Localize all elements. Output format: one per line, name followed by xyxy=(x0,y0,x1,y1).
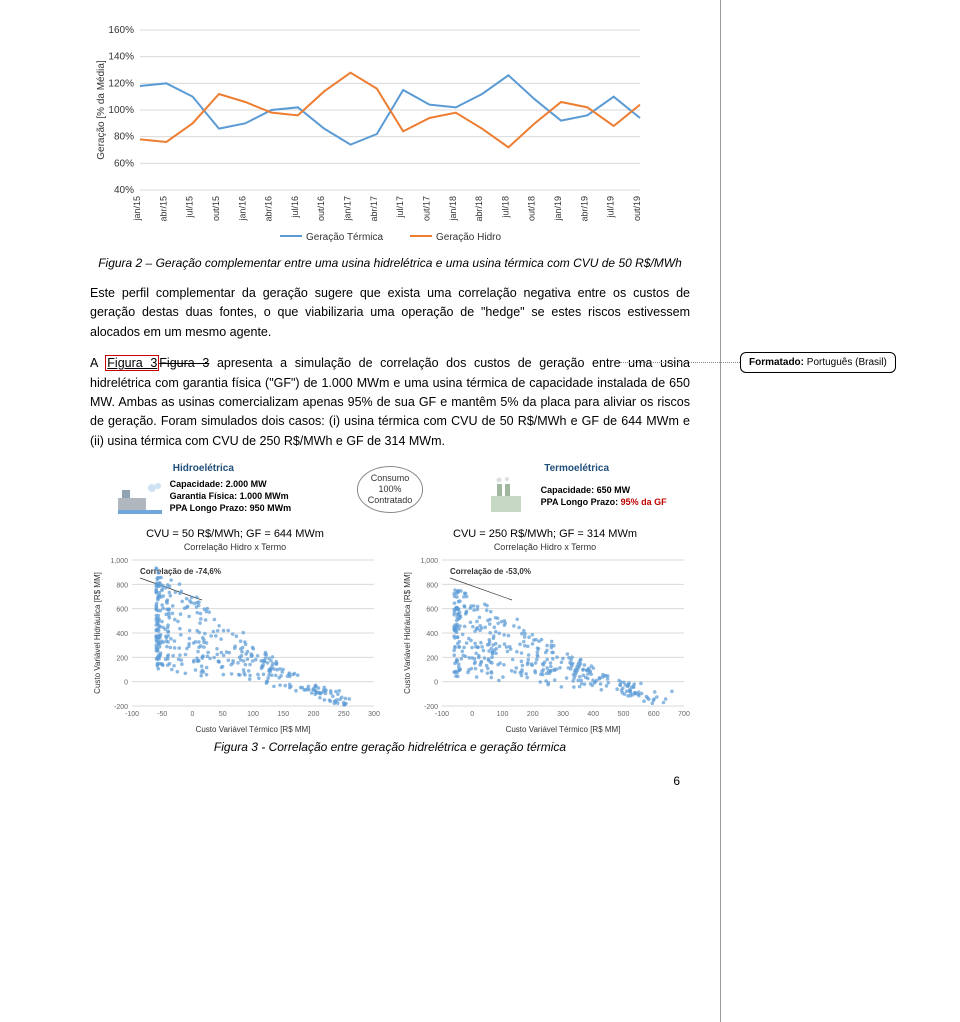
svg-text:Custo Variável Térmico [R$ MM]: Custo Variável Térmico [R$ MM] xyxy=(196,725,311,734)
svg-text:400: 400 xyxy=(116,631,128,638)
figure3-crossref[interactable]: Figura 3 xyxy=(105,355,159,371)
svg-text:-100: -100 xyxy=(435,711,449,718)
plant-infographic: Hidroelétrica Capacidade: 2.000 MW Garan… xyxy=(90,463,690,516)
svg-text:800: 800 xyxy=(116,582,128,589)
margin-divider xyxy=(720,0,721,1022)
svg-text:abr/15: abr/15 xyxy=(158,196,168,222)
svg-text:40%: 40% xyxy=(114,185,134,196)
svg-text:100%: 100% xyxy=(108,105,134,116)
svg-text:100: 100 xyxy=(497,711,509,718)
svg-text:out/17: out/17 xyxy=(421,196,431,221)
scatter-right-subtitle: CVU = 250 R$/MWh; GF = 314 MWm xyxy=(400,528,690,540)
svg-text:200: 200 xyxy=(116,655,128,662)
svg-text:400: 400 xyxy=(426,631,438,638)
svg-text:out/15: out/15 xyxy=(211,196,221,221)
svg-text:800: 800 xyxy=(426,582,438,589)
svg-text:250: 250 xyxy=(338,711,350,718)
paragraph-2: A Figura 3Figura 3 apresenta a simulação… xyxy=(90,354,690,451)
svg-text:jan/18: jan/18 xyxy=(448,196,458,222)
svg-text:1,000: 1,000 xyxy=(420,558,438,565)
figure2-caption: Figura 2 – Geração complementar entre um… xyxy=(90,256,690,270)
svg-text:0: 0 xyxy=(434,680,438,687)
svg-text:0: 0 xyxy=(124,680,128,687)
svg-text:out/19: out/19 xyxy=(632,196,642,221)
hydro-title: Hidroelétrica xyxy=(90,463,317,474)
paragraph-1: Este perfil complementar da geração suge… xyxy=(90,284,690,342)
thermo-plant-icon xyxy=(487,476,535,516)
para2-prefix: A xyxy=(90,356,105,370)
format-comment[interactable]: Formatado: Português (Brasil) xyxy=(740,352,896,373)
svg-text:80%: 80% xyxy=(114,132,134,143)
svg-text:600: 600 xyxy=(648,711,660,718)
comment-value: Português (Brasil) xyxy=(807,357,887,368)
svg-text:Geração Térmica: Geração Térmica xyxy=(306,232,384,243)
thermo-specs: Capacidade: 650 MW PPA Longo Prazo: 95% … xyxy=(541,484,667,508)
svg-text:600: 600 xyxy=(116,607,128,614)
svg-text:Correlação de -53,0%: Correlação de -53,0% xyxy=(450,567,531,576)
svg-text:Geração [% da Média]: Geração [% da Média] xyxy=(96,60,107,160)
hydro-plant-icon xyxy=(116,476,164,516)
svg-text:Correlação de -74,6%: Correlação de -74,6% xyxy=(140,567,221,576)
scatter-left-subtitle: CVU = 50 R$/MWh; GF = 644 MWm xyxy=(90,528,380,540)
svg-text:Custo Variável Hidráulica [R$: Custo Variável Hidráulica [R$ MM] xyxy=(403,572,412,694)
hydro-specs: Capacidade: 2.000 MW Garantia Física: 1.… xyxy=(170,478,292,514)
thermo-title: Termoelétrica xyxy=(463,463,690,474)
svg-text:200: 200 xyxy=(426,655,438,662)
svg-text:700: 700 xyxy=(678,711,690,718)
svg-text:0: 0 xyxy=(470,711,474,718)
svg-text:jan/19: jan/19 xyxy=(553,196,563,222)
svg-text:abr/16: abr/16 xyxy=(264,196,274,222)
svg-text:jul/19: jul/19 xyxy=(606,196,616,219)
svg-text:140%: 140% xyxy=(108,52,134,63)
svg-text:300: 300 xyxy=(557,711,569,718)
svg-text:-50: -50 xyxy=(157,711,167,718)
svg-text:abr/18: abr/18 xyxy=(474,196,484,222)
scatter-right-chart: -200 0 200 400 600 800 1,000 -100 0 100 200 300 400 5… xyxy=(400,554,690,734)
scatter-right-title: Correlação Hidro x Termo xyxy=(400,542,690,552)
svg-text:100: 100 xyxy=(247,711,259,718)
svg-text:200: 200 xyxy=(527,711,539,718)
svg-text:abr/19: abr/19 xyxy=(579,196,589,222)
svg-text:out/16: out/16 xyxy=(316,196,326,221)
svg-text:600: 600 xyxy=(426,607,438,614)
svg-text:1,000: 1,000 xyxy=(110,558,128,565)
page-number: 6 xyxy=(90,774,690,788)
svg-text:jan/17: jan/17 xyxy=(343,196,353,222)
svg-text:500: 500 xyxy=(618,711,630,718)
svg-text:jul/15: jul/15 xyxy=(185,196,195,219)
svg-text:0: 0 xyxy=(191,711,195,718)
scatter-left-chart: -200 0 200 400 600 800 1,000 -100 -50 0 50 100 150 20… xyxy=(90,554,380,734)
svg-text:Geração Hidro: Geração Hidro xyxy=(436,232,501,243)
comment-label: Formatado: xyxy=(749,357,804,368)
svg-text:jan/16: jan/16 xyxy=(237,196,247,222)
comment-connector xyxy=(620,362,740,363)
scatter-left-title: Correlação Hidro x Termo xyxy=(90,542,380,552)
svg-text:jul/18: jul/18 xyxy=(500,196,510,219)
svg-text:Custo Variável Hidráulica [R$: Custo Variável Hidráulica [R$ MM] xyxy=(93,572,102,694)
svg-text:160%: 160% xyxy=(108,25,134,36)
svg-text:Custo Variável Térmico [R$ MM]: Custo Variável Térmico [R$ MM] xyxy=(506,725,621,734)
svg-text:300: 300 xyxy=(368,711,380,718)
svg-text:-100: -100 xyxy=(125,711,139,718)
svg-text:out/18: out/18 xyxy=(527,196,537,221)
figure3-crossref-deleted: Figura 3 xyxy=(159,356,209,370)
svg-text:400: 400 xyxy=(587,711,599,718)
figure3-caption: Figura 3 - Correlação entre geração hidr… xyxy=(90,740,690,754)
svg-text:50: 50 xyxy=(219,711,227,718)
line-chart: 40% 60% 80% 100% 120% 140% 160% jan/15 abr/15 jul… xyxy=(90,20,690,250)
svg-text:jan/15: jan/15 xyxy=(132,196,142,222)
svg-text:120%: 120% xyxy=(108,78,134,89)
svg-text:60%: 60% xyxy=(114,158,134,169)
consumer-bubble: Consumo 100% Contratado xyxy=(357,466,424,512)
svg-text:200: 200 xyxy=(308,711,320,718)
svg-text:jul/16: jul/16 xyxy=(290,196,300,219)
svg-text:-200: -200 xyxy=(424,704,438,711)
svg-text:150: 150 xyxy=(277,711,289,718)
svg-text:-200: -200 xyxy=(114,704,128,711)
svg-text:abr/17: abr/17 xyxy=(369,196,379,222)
svg-text:jul/17: jul/17 xyxy=(395,196,405,219)
